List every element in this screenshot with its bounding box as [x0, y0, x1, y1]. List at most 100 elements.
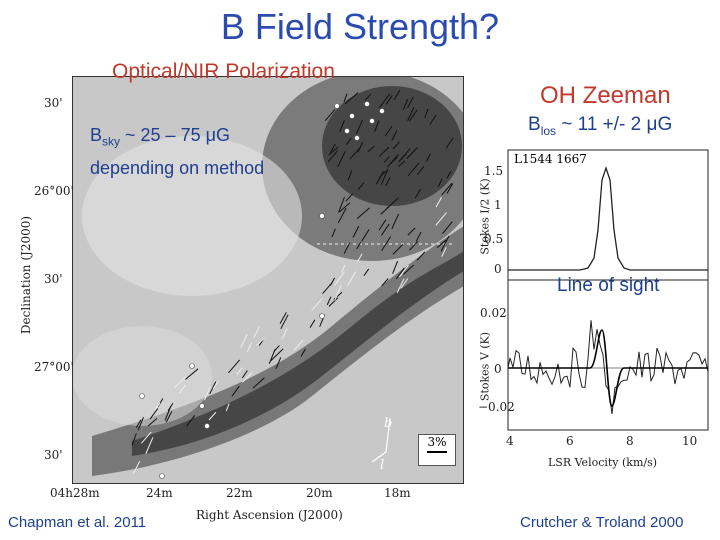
polarization-vector: [268, 349, 276, 364]
polarization-vector: [391, 213, 400, 230]
polarization-vector: [415, 231, 422, 242]
polarization-vector: [380, 223, 390, 236]
polarization-vector: [441, 247, 447, 257]
citation-left: Chapman et al. 2011: [8, 514, 147, 531]
polarization-vector: [300, 348, 306, 357]
polarization-vector: [364, 93, 372, 101]
star-marker: [364, 101, 370, 107]
zeeman-spectra: [507, 149, 709, 431]
bsky-symbol: B: [90, 125, 103, 145]
polarization-vector: [442, 221, 453, 234]
polarization-vector: [403, 264, 414, 275]
oh-zeeman-heading: OH Zeeman: [540, 82, 671, 109]
polarization-vector: [212, 381, 219, 389]
polarization-vector: [135, 419, 142, 429]
polarization-vector: [322, 282, 333, 294]
blos-value: ~ 11 +/- 2 μG: [556, 114, 673, 135]
ra-tick-label: 24m: [146, 486, 173, 500]
polarization-vector: [441, 182, 453, 196]
polarization-vector: [131, 433, 137, 446]
polarization-vector: [165, 411, 173, 423]
velocity-tick: 10: [682, 434, 698, 448]
polarization-vector: [425, 153, 431, 163]
polarization-vector: [408, 109, 418, 122]
polarization-vector: [440, 235, 450, 252]
polarization-vector: [407, 227, 416, 236]
blos-subscript: los: [540, 123, 557, 138]
stokes-v-line: [507, 320, 709, 415]
polarization-vector: [340, 264, 346, 273]
polarization-vector: [281, 328, 288, 340]
scale-bar: [427, 451, 447, 453]
blos-text: Blos ~ 11 +/- 2 μG: [528, 114, 672, 138]
star-marker: [319, 213, 325, 219]
optical-nir-heading: Optical/NIR Polarization: [112, 60, 335, 83]
polarization-vector: [378, 219, 387, 231]
polarization-vector: [324, 108, 336, 122]
polarization-vector: [164, 405, 172, 421]
citation-right: Crutcher & Troland 2000: [520, 514, 684, 531]
polarization-vector: [280, 314, 289, 330]
star-marker: [199, 403, 205, 409]
dec-tick-label: 30': [44, 448, 63, 462]
star-marker: [204, 423, 210, 429]
stokes-i-ylabel: Stokes I/2 (K): [478, 178, 492, 255]
polarization-vector: [334, 285, 342, 301]
polarization-vector: [242, 370, 248, 379]
stokes-v-fit: [508, 329, 708, 407]
polarization-vector: [246, 342, 253, 352]
polarization-vector: [392, 261, 399, 274]
polarization-vector: [429, 114, 437, 125]
polarization-vector: [344, 92, 359, 105]
polarization-vector: [435, 212, 447, 226]
polarization-vector: [402, 98, 409, 111]
polarization-vector: [154, 402, 161, 411]
stokes-i-tick: 1: [494, 198, 502, 212]
polarization-vector: [424, 108, 429, 119]
polarization-vector: [328, 146, 339, 156]
scale-label: 3%: [427, 435, 447, 449]
polarization-vector: [311, 297, 323, 311]
polarization-vector: [437, 178, 443, 188]
polarization-vector: [326, 296, 332, 306]
dec-tick-label: 30': [44, 96, 63, 110]
blos-symbol: B: [528, 114, 541, 135]
polarization-vector: [174, 376, 187, 388]
star-marker: [189, 363, 195, 369]
polarization-vector: [363, 268, 370, 277]
polarization-vector: [252, 377, 265, 389]
stokes-i-line: [508, 165, 708, 271]
polarization-vector: [349, 147, 361, 160]
polarization-vector: [357, 253, 363, 263]
polarization-vector: [393, 89, 401, 101]
polarization-vector: [343, 93, 348, 103]
polarization-vector: [378, 93, 391, 109]
polarization-vector: [407, 107, 415, 121]
compass-b-label: b: [384, 416, 393, 431]
polarization-vector: [331, 228, 336, 238]
polarization-vector: [352, 225, 360, 238]
polarization-vector: [209, 381, 217, 395]
polarization-vector: [398, 265, 409, 278]
star-marker: [349, 113, 355, 119]
star-marker: [139, 393, 145, 399]
polarization-vector: [270, 348, 284, 362]
polarization-vector: [381, 236, 392, 251]
polarization-vector: [329, 143, 336, 154]
polarization-vector: [137, 417, 144, 431]
polarization-vector: [400, 147, 411, 161]
polarization-vector: [400, 278, 409, 289]
ra-tick-label: 04h28m: [50, 486, 100, 500]
star-marker: [379, 108, 385, 114]
polarization-vector: [149, 408, 159, 420]
compass-l-label: l: [380, 458, 385, 473]
polarization-vector: [386, 197, 399, 209]
polarization-vector: [236, 367, 243, 375]
method-note: depending on method: [90, 157, 265, 178]
polarization-vector: [378, 146, 390, 157]
polarization-vector: [275, 357, 282, 370]
stokes-v-ylabel: Stokes V (K): [478, 331, 492, 402]
polarization-vector: [347, 169, 353, 181]
ra-tick-label: 20m: [306, 486, 333, 500]
polarization-vector: [343, 242, 351, 254]
